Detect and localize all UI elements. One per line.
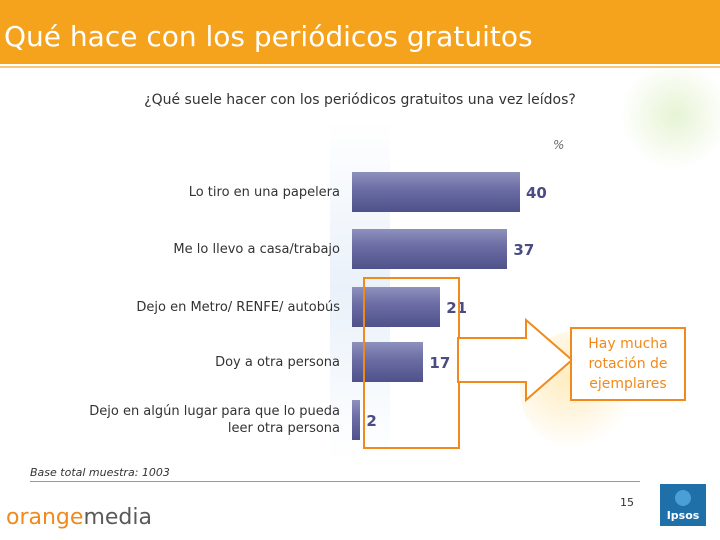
callout-line: Hay mucha	[588, 336, 668, 352]
chart-question: ¿Qué suele hacer con los periódicos grat…	[144, 92, 576, 108]
footer-divider	[30, 481, 640, 482]
category-label-line: Doy a otra persona	[215, 354, 340, 370]
callout-arrow	[457, 318, 574, 402]
ipsos-mark-icon	[675, 490, 691, 506]
callout-box: Hay mucha rotación de ejemplares	[570, 327, 686, 401]
highlight-box	[363, 277, 460, 449]
category-label-line: Dejo en Metro/ RENFE/ autobús	[136, 299, 340, 315]
background-lime	[620, 60, 720, 170]
ipsos-logo: Ipsos	[660, 484, 706, 526]
page-number: 15	[620, 496, 634, 509]
base-note: Base total muestra: 1003	[30, 466, 170, 479]
bar-value-label: 2	[366, 412, 377, 430]
category-label-line: Me lo llevo a casa/trabajo	[173, 241, 340, 257]
logo-part-media: media	[83, 505, 152, 530]
category-label: Lo tiro en una papelera	[189, 184, 340, 201]
category-label: Doy a otra persona	[215, 354, 340, 371]
bar-value-label: 17	[429, 354, 451, 372]
callout-line: rotación de	[588, 356, 668, 372]
bar-value-label: 37	[513, 241, 535, 259]
category-label-line: leer otra persona	[227, 421, 340, 436]
category-label: Dejo en algún lugar para que lo pueda lee…	[89, 403, 340, 437]
category-label: Me lo llevo a casa/trabajo	[173, 241, 340, 258]
callout-line: ejemplares	[589, 376, 667, 392]
category-label: Dejo en Metro/ RENFE/ autobús	[136, 299, 340, 316]
bar	[352, 287, 441, 327]
bar-value-label: 21	[446, 299, 468, 317]
logo-part-orange: orange	[6, 505, 84, 530]
bar	[352, 400, 361, 440]
ipsos-label: Ipsos	[666, 509, 700, 522]
bar	[352, 229, 508, 269]
bar-value-label: 40	[526, 184, 547, 202]
category-label-line: Dejo en algún lugar para que lo pueda	[89, 404, 340, 419]
unit-label: %	[553, 138, 565, 152]
page-title: Qué hace con los periódicos gratuitos	[4, 20, 533, 53]
orangemedia-logo: orangemedia	[6, 505, 152, 530]
category-label-line: Lo tiro en una papelera	[188, 184, 340, 200]
bar	[352, 172, 520, 212]
title-rule	[0, 66, 720, 68]
title-bar: Qué hace con los periódicos gratuitos	[0, 0, 720, 64]
